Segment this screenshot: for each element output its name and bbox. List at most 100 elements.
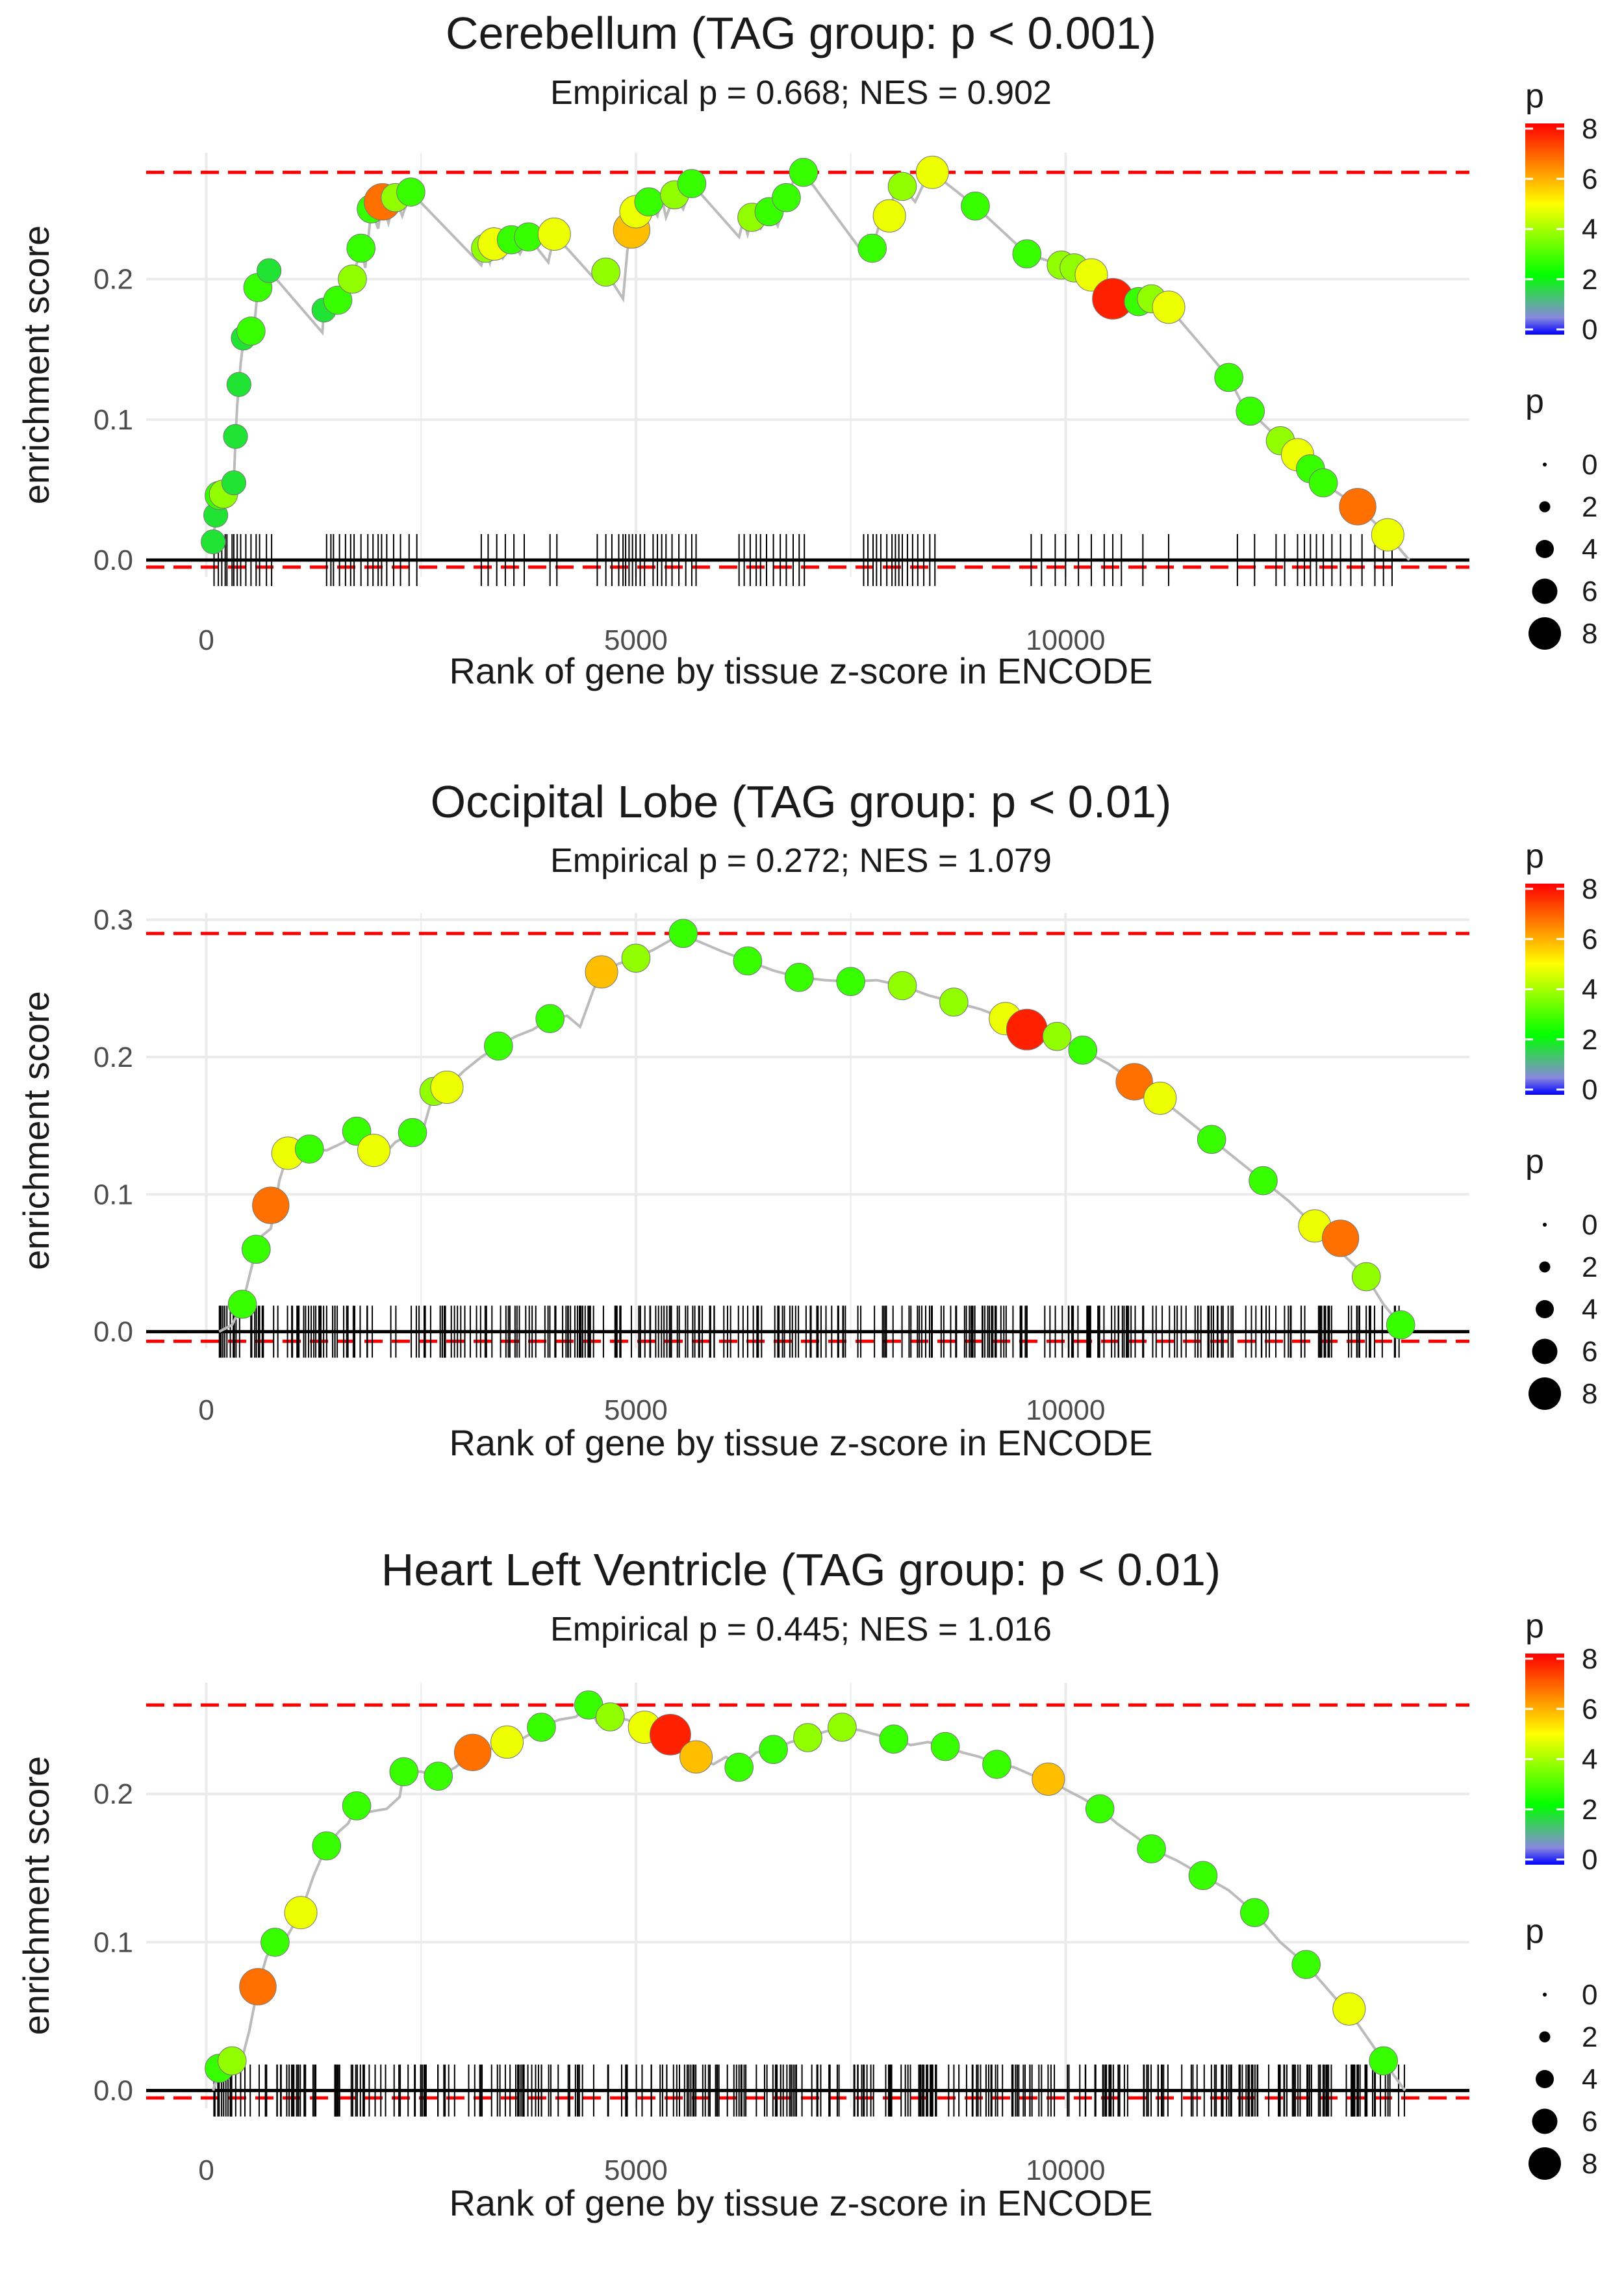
- es-point: [389, 1757, 419, 1787]
- es-point: [1386, 1310, 1415, 1340]
- es-point: [915, 155, 949, 189]
- x-tick-label: 5000: [604, 2154, 668, 2186]
- es-point: [535, 1004, 565, 1034]
- es-point: [242, 1234, 271, 1264]
- es-point: [338, 264, 367, 294]
- size-key: [1536, 2070, 1554, 2088]
- y-tick-label: 0.0: [94, 1316, 133, 1348]
- size-legend-title: p: [1525, 1143, 1544, 1181]
- color-tick-label: 4: [1582, 214, 1597, 246]
- size-key: [1532, 2108, 1558, 2134]
- es-point: [1339, 488, 1377, 526]
- color-tick-label: 2: [1582, 1024, 1597, 1056]
- es-point: [679, 1740, 713, 1774]
- x-axis-label: Rank of gene by tissue z-score in ENCODE: [449, 650, 1152, 691]
- size-key: [1543, 1223, 1547, 1227]
- es-point: [1240, 1898, 1269, 1928]
- y-tick-label: 0.2: [94, 1041, 133, 1073]
- color-tick-label: 6: [1582, 163, 1597, 195]
- es-point: [621, 943, 651, 973]
- es-point: [793, 1723, 822, 1752]
- es-point: [323, 285, 353, 315]
- es-point: [887, 172, 917, 201]
- es-point: [201, 529, 226, 555]
- chart-title: Occipital Lobe (TAG group: p < 0.01): [431, 776, 1172, 827]
- size-tick-label: 4: [1582, 1294, 1597, 1325]
- color-tick-label: 8: [1582, 113, 1597, 145]
- size-tick-label: 2: [1582, 491, 1597, 523]
- color-legend-title: p: [1525, 77, 1544, 115]
- size-tick-label: 8: [1582, 1378, 1597, 1410]
- es-point: [789, 157, 818, 187]
- size-tick-label: 2: [1582, 1251, 1597, 1283]
- size-key: [1529, 617, 1561, 650]
- size-key: [1539, 501, 1551, 513]
- es-point: [585, 955, 618, 989]
- es-point: [887, 971, 917, 1001]
- x-tick-label: 10000: [1026, 624, 1105, 656]
- panel-3: Heart Left Ventricle (TAG group: p < 0.0…: [16, 1544, 1597, 2223]
- es-point: [828, 1713, 857, 1742]
- es-point: [857, 233, 887, 263]
- es-point: [1042, 1021, 1072, 1051]
- y-tick-label: 0.3: [94, 904, 133, 936]
- es-point: [424, 1761, 453, 1791]
- size-tick-label: 0: [1582, 449, 1597, 481]
- es-point: [295, 1134, 324, 1164]
- size-key: [1539, 1261, 1551, 1273]
- es-point: [342, 1791, 372, 1820]
- color-tick-label: 0: [1582, 1074, 1597, 1106]
- es-point: [677, 169, 707, 198]
- es-point: [930, 1731, 960, 1761]
- size-key: [1543, 463, 1547, 466]
- chart-subtitle: Empirical p = 0.668; NES = 0.902: [550, 74, 1052, 112]
- y-axis-label: enrichment score: [16, 225, 57, 505]
- es-point: [1006, 1008, 1048, 1051]
- es-point: [1032, 1762, 1065, 1796]
- color-tick-label: 4: [1582, 1744, 1597, 1776]
- es-point: [1214, 363, 1243, 392]
- chart-subtitle: Empirical p = 0.272; NES = 1.079: [550, 842, 1052, 880]
- color-legend-title: p: [1525, 1607, 1544, 1645]
- size-key: [1529, 2147, 1561, 2180]
- color-tick-label: 8: [1582, 1643, 1597, 1675]
- x-tick-label: 0: [198, 1394, 214, 1426]
- es-point: [357, 1134, 391, 1168]
- x-tick-label: 10000: [1026, 2154, 1105, 2186]
- y-tick-label: 0.0: [94, 544, 133, 576]
- es-point: [724, 1752, 754, 1782]
- legend-2: p 0 2 4 6 8 p 0 2 4 6 8: [1525, 837, 1597, 1410]
- size-tick-label: 0: [1582, 1979, 1597, 2011]
- es-point: [537, 217, 571, 251]
- x-tick-label: 5000: [604, 1394, 668, 1426]
- chart-title: Heart Left Ventricle (TAG group: p < 0.0…: [381, 1544, 1221, 1595]
- legend-1: p 0 2 4 6 8 p 0 2 4 6 8: [1525, 77, 1597, 650]
- size-tick-label: 6: [1582, 2106, 1597, 2138]
- color-legend-title: p: [1525, 837, 1544, 875]
- es-curve: [212, 1702, 1406, 2091]
- y-tick-label: 0.0: [94, 2075, 133, 2107]
- y-axis-label: enrichment score: [16, 991, 57, 1270]
- legend-3: p 0 2 4 6 8 p 0 2 4 6 8: [1525, 1607, 1597, 2180]
- es-point: [346, 233, 375, 263]
- es-point: [1115, 1063, 1153, 1101]
- es-point: [1012, 239, 1042, 268]
- y-tick-label: 0.1: [94, 1179, 133, 1210]
- es-point: [223, 424, 248, 449]
- es-point: [836, 967, 865, 996]
- es-point: [226, 372, 251, 397]
- es-point: [1068, 1036, 1098, 1065]
- y-tick-label: 0.1: [94, 1926, 133, 1958]
- es-point: [1371, 518, 1404, 552]
- es-point: [1249, 1166, 1278, 1195]
- size-tick-label: 4: [1582, 2063, 1597, 2095]
- es-point: [398, 1118, 427, 1147]
- x-axis-label: Rank of gene by tissue z-score in ENCODE: [449, 2182, 1152, 2223]
- size-key: [1543, 1993, 1547, 1997]
- es-point: [312, 1831, 342, 1861]
- es-point: [1085, 1794, 1115, 1824]
- size-tick-label: 2: [1582, 2021, 1597, 2053]
- size-tick-label: 6: [1582, 576, 1597, 607]
- color-tick-label: 8: [1582, 873, 1597, 905]
